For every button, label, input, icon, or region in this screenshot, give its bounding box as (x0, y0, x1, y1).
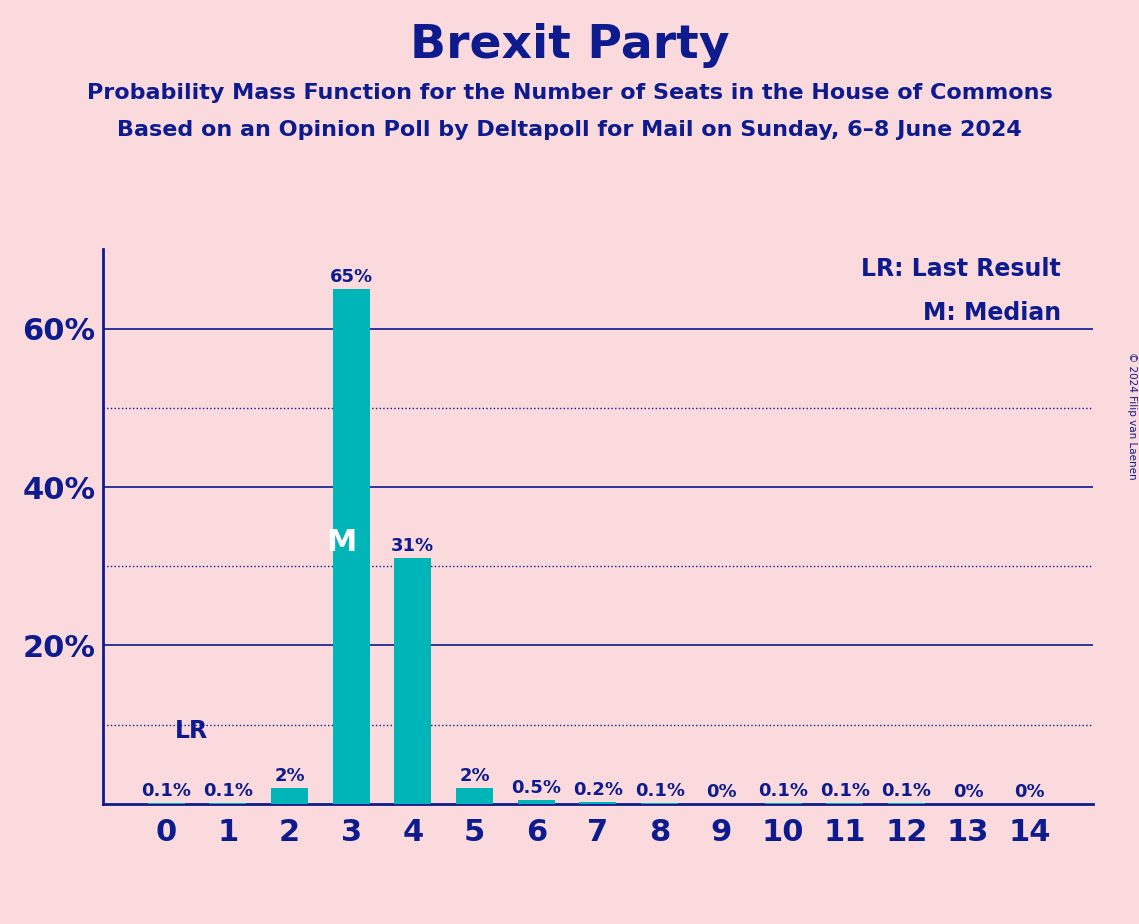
Text: 0%: 0% (1015, 783, 1046, 801)
Text: M: M (327, 528, 358, 557)
Bar (394, 558, 432, 804)
Text: 2%: 2% (459, 767, 490, 784)
Text: 0.1%: 0.1% (634, 782, 685, 800)
Text: Probability Mass Function for the Number of Seats in the House of Commons: Probability Mass Function for the Number… (87, 83, 1052, 103)
Text: 0.1%: 0.1% (141, 782, 191, 800)
Text: Brexit Party: Brexit Party (410, 23, 729, 68)
Text: 0%: 0% (953, 783, 983, 801)
Text: 2%: 2% (274, 767, 305, 784)
Text: 0.1%: 0.1% (820, 782, 870, 800)
Text: 65%: 65% (329, 268, 372, 286)
Text: 0.1%: 0.1% (203, 782, 253, 800)
Text: LR: Last Result: LR: Last Result (861, 258, 1060, 282)
Text: 0.2%: 0.2% (573, 781, 623, 799)
Text: M: Median: M: Median (923, 301, 1060, 325)
Text: Based on an Opinion Poll by Deltapoll for Mail on Sunday, 6–8 June 2024: Based on an Opinion Poll by Deltapoll fo… (117, 120, 1022, 140)
Text: 31%: 31% (392, 537, 434, 555)
Bar (580, 802, 616, 804)
Bar (456, 788, 493, 804)
Bar (271, 788, 308, 804)
Text: 0.1%: 0.1% (759, 782, 808, 800)
Text: 0.1%: 0.1% (882, 782, 932, 800)
Text: LR: LR (175, 719, 208, 743)
Bar (518, 800, 555, 804)
Bar (333, 289, 370, 804)
Text: 0.5%: 0.5% (511, 779, 562, 796)
Text: © 2024 Filip van Laenen: © 2024 Filip van Laenen (1126, 352, 1137, 480)
Text: 0%: 0% (706, 783, 737, 801)
